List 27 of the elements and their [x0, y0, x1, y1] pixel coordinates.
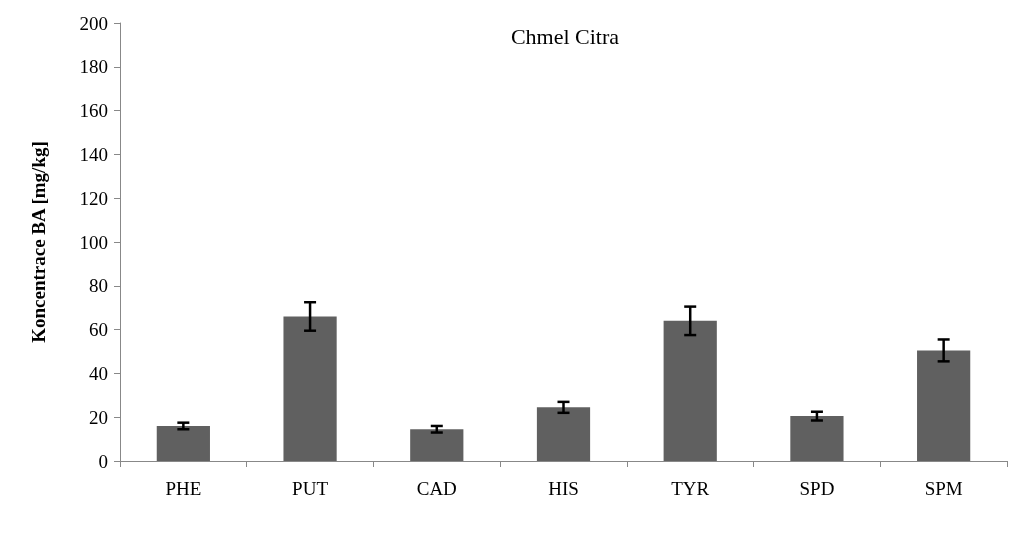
bar [536, 407, 591, 461]
x-tick-label: PUT [292, 478, 329, 499]
y-tick-label: 60 [89, 319, 108, 341]
y-tick-label: 20 [89, 406, 108, 428]
x-tick-label: SPD [799, 478, 835, 499]
x-tick-label: PHE [165, 478, 202, 499]
x-tick-label: TYR [671, 478, 710, 499]
y-tick-label: 160 [79, 100, 108, 122]
x-tick-label: CAD [416, 478, 457, 499]
y-tick-label: 40 [89, 362, 108, 384]
x-tick-label: HIS [548, 478, 579, 499]
y-tick-label: 100 [79, 231, 108, 253]
y-tick-label: 120 [79, 187, 108, 209]
y-tick-label: 180 [79, 56, 108, 78]
bar [917, 350, 971, 461]
bar [410, 429, 464, 461]
bar [663, 320, 717, 461]
chart-title: Chmel Citra [510, 23, 620, 49]
x-tick-label: SPM [924, 478, 963, 499]
bar [156, 425, 210, 461]
bar [790, 416, 844, 461]
y-tick-label: 80 [89, 275, 108, 297]
y-tick-label: 0 [98, 450, 108, 472]
bar [283, 316, 337, 461]
y-tick-label: 140 [79, 143, 108, 165]
y-tick-label: 200 [79, 12, 108, 34]
y-axis-title: Koncentrace BA [mg/kg] [28, 141, 49, 343]
